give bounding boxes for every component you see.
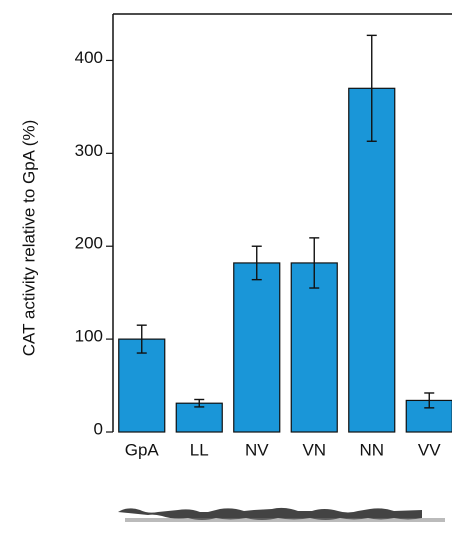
x-tick-label: NN: [359, 440, 384, 459]
x-tick-label: LL: [190, 440, 209, 459]
x-tick-label: NV: [245, 440, 269, 459]
y-tick-label: 200: [75, 234, 103, 253]
page: {"chart_data": {"type": "bar", "ylabel":…: [0, 0, 452, 533]
y-tick-label: 300: [75, 141, 103, 160]
y-tick-label: 100: [75, 327, 103, 346]
chart: CAT activity relative to GpA (%) 0 100 200…: [0, 0, 452, 533]
y-axis-label: CAT activity relative to GpA (%): [19, 120, 38, 357]
y-tick-label: 400: [75, 48, 103, 67]
bar: [234, 263, 280, 432]
blot: [118, 508, 445, 522]
x-tick-label: VV: [418, 440, 441, 459]
x-tick-label: VN: [302, 440, 326, 459]
blot-shadow: [125, 518, 445, 522]
y-tick-label: 0: [94, 419, 103, 438]
x-tick-label: GpA: [125, 440, 160, 459]
